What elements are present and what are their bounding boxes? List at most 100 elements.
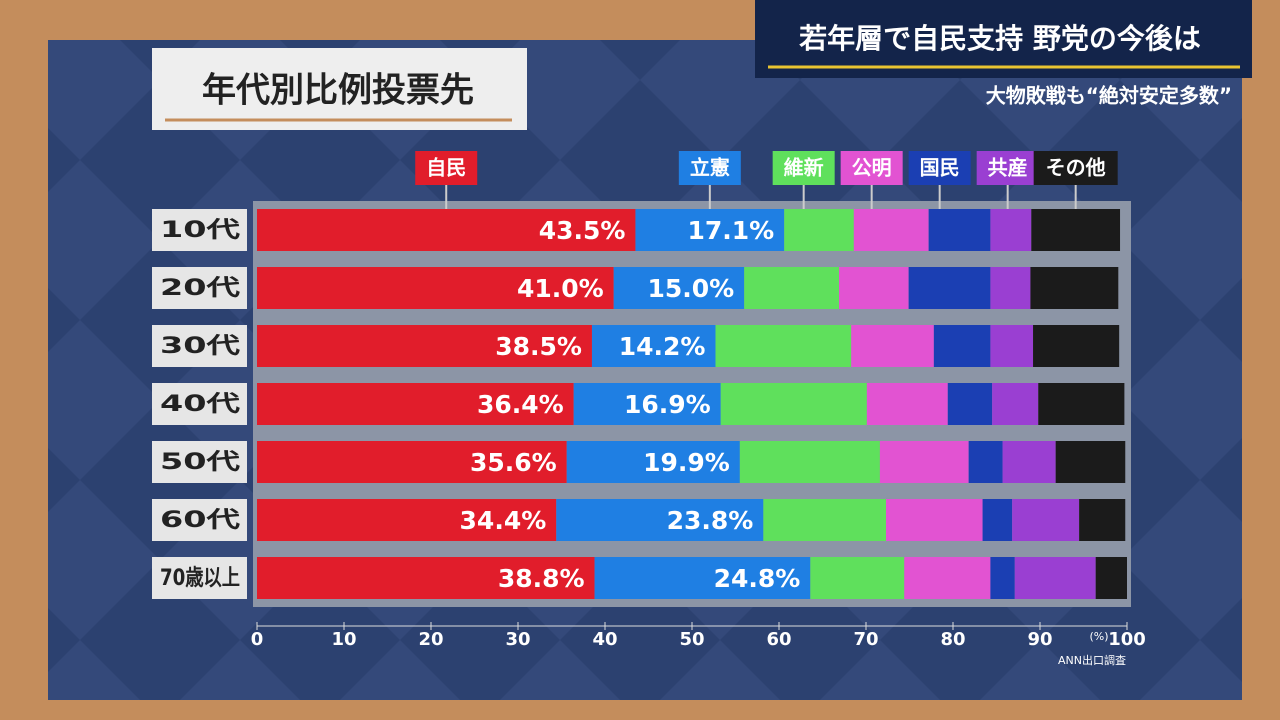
- y-tick-label: 60代: [160, 508, 240, 533]
- bar-segment: [257, 383, 574, 425]
- bar-segment: [744, 267, 840, 309]
- bar-segment: [556, 499, 764, 541]
- bar-segment: [879, 441, 969, 483]
- bar-segment: [992, 383, 1039, 425]
- bar-segment: [968, 441, 1003, 483]
- bar-segment: [784, 209, 854, 251]
- bar-segment: [851, 325, 934, 367]
- category-box: [152, 383, 247, 425]
- value-label: 35.6%: [470, 448, 557, 477]
- bar-segment: [591, 325, 716, 367]
- bar-segment: [573, 383, 721, 425]
- y-tick-label: 70歳以上: [160, 566, 240, 591]
- title-box: [152, 48, 527, 130]
- category-box: [152, 499, 247, 541]
- value-label: 23.8%: [667, 506, 754, 535]
- legend-swatch: [976, 151, 1039, 185]
- bar-segment: [739, 441, 880, 483]
- legend-label: 立憲: [690, 156, 730, 180]
- bar-segment: [613, 267, 745, 309]
- legend-swatch: [678, 151, 741, 185]
- bar-segment: [763, 499, 887, 541]
- bar-segment: [866, 383, 948, 425]
- legend-label: 維新: [784, 156, 824, 180]
- x-tick-label: 20: [418, 629, 443, 650]
- value-label: 16.9%: [624, 390, 711, 419]
- x-tick-label: 100: [1108, 629, 1146, 650]
- x-tick-label: 70: [853, 629, 878, 650]
- bar-segment: [566, 441, 740, 483]
- x-tick-label: 60: [766, 629, 791, 650]
- bar-segment: [853, 209, 929, 251]
- y-tick-label: 20代: [160, 276, 240, 301]
- bar-segment: [990, 557, 1015, 599]
- legend-swatch: [840, 151, 903, 185]
- x-tick-label: 40: [592, 629, 617, 650]
- bar-segment: [257, 325, 592, 367]
- bar-segment: [1012, 499, 1080, 541]
- value-label: 43.5%: [539, 216, 626, 245]
- bar-segment: [720, 383, 867, 425]
- y-tick-label: 30代: [160, 334, 240, 359]
- bar-segment: [1002, 441, 1056, 483]
- chart-title: 年代別比例投票先: [202, 71, 474, 111]
- x-tick-label: 0: [251, 629, 264, 650]
- category-box: [152, 441, 247, 483]
- bar-segment: [982, 499, 1013, 541]
- legend-label: その他: [1046, 156, 1106, 180]
- legend-swatch: [908, 151, 971, 185]
- bar-segment: [1095, 557, 1127, 599]
- bar-segment: [257, 557, 595, 599]
- legend-label: 共産: [988, 156, 1028, 180]
- value-label: 24.8%: [714, 564, 801, 593]
- value-label: 38.5%: [495, 332, 582, 361]
- bar-segment: [1079, 499, 1126, 541]
- category-box: [152, 267, 247, 309]
- y-tick-label: 10代: [160, 218, 240, 243]
- bar-segment: [257, 267, 614, 309]
- value-label: 36.4%: [477, 390, 564, 419]
- bar-segment: [908, 267, 991, 309]
- x-tick-label: 10: [331, 629, 356, 650]
- x-tick-label: 90: [1027, 629, 1052, 650]
- bar-segment: [839, 267, 909, 309]
- value-label: 19.9%: [643, 448, 730, 477]
- legend-label: 自民: [426, 156, 466, 180]
- header-subtitle: 大物敗戦も“絶対安定多数”: [986, 84, 1232, 108]
- bar-segment: [257, 441, 567, 483]
- x-tick-label: 80: [940, 629, 965, 650]
- y-tick-label: 50代: [160, 450, 240, 475]
- value-label: 34.4%: [460, 506, 547, 535]
- bar-segment: [1038, 383, 1125, 425]
- value-label: 14.2%: [619, 332, 706, 361]
- x-tick-label: 30: [505, 629, 530, 650]
- value-label: 38.8%: [498, 564, 585, 593]
- legend-label: 国民: [920, 156, 960, 180]
- bar-segment: [1014, 557, 1096, 599]
- value-label: 17.1%: [687, 216, 774, 245]
- bar-segment: [933, 325, 991, 367]
- value-label: 15.0%: [647, 274, 734, 303]
- bar-segment: [928, 209, 991, 251]
- legend-swatch: [772, 151, 835, 185]
- bar-segment: [1055, 441, 1126, 483]
- legend-swatch: [1033, 151, 1118, 185]
- y-tick-label: 40代: [160, 392, 240, 417]
- category-box: [152, 325, 247, 367]
- source: ANN出口調査: [1058, 653, 1126, 667]
- bar-segment: [1031, 209, 1121, 251]
- header-box: [755, 0, 1252, 78]
- x-tick-label: 50: [679, 629, 704, 650]
- bar-segment: [947, 383, 993, 425]
- bar-segment: [257, 209, 636, 251]
- bar-segment: [715, 325, 852, 367]
- bar-segment: [990, 325, 1034, 367]
- header-title: 若年層で自民支持 野党の今後は: [799, 22, 1201, 55]
- legend-swatch: [415, 151, 478, 185]
- bar-segment: [635, 209, 785, 251]
- bar-segment: [990, 267, 1031, 309]
- category-box: [152, 209, 247, 251]
- bar-segment: [594, 557, 811, 599]
- bar-segment: [886, 499, 983, 541]
